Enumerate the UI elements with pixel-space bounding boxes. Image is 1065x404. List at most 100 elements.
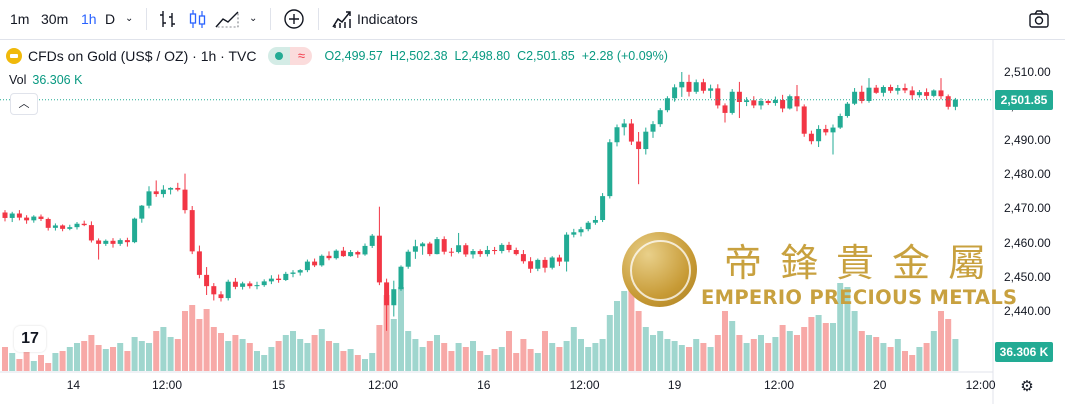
bar-chart-icon[interactable] xyxy=(158,8,178,30)
candle-body xyxy=(844,103,850,116)
volume-label: Vol xyxy=(9,73,27,87)
candle-body xyxy=(708,88,714,91)
volume-bar xyxy=(174,339,181,371)
candle-body xyxy=(578,229,584,233)
volume-bar xyxy=(599,339,606,371)
candle-body xyxy=(88,225,94,241)
plus-circle-icon[interactable] xyxy=(283,8,305,30)
volume-bar xyxy=(585,347,592,371)
volume-bar xyxy=(851,311,858,371)
candle-body xyxy=(45,218,51,228)
candle-body xyxy=(31,216,37,221)
candle-body xyxy=(931,90,937,96)
candle-body xyxy=(160,189,166,195)
candle-body xyxy=(722,105,728,113)
volume-bar xyxy=(592,343,599,371)
volume-bar xyxy=(657,331,664,371)
candle-body xyxy=(326,255,332,259)
time-tick-label: 12:00 xyxy=(151,378,183,392)
volume-value: 36.306 K xyxy=(32,73,83,87)
interval-1h[interactable]: 1h xyxy=(81,11,97,27)
volume-bar xyxy=(916,347,923,371)
candle-body xyxy=(196,251,202,275)
market-open-icon xyxy=(268,47,291,65)
volume-bar xyxy=(282,335,289,371)
candle-body xyxy=(765,100,771,104)
candle-body xyxy=(614,127,620,143)
time-tick-label: 16 xyxy=(477,378,491,392)
volume-bar xyxy=(729,321,736,371)
candle-body xyxy=(247,283,253,287)
volume-bar xyxy=(340,351,347,371)
candle-body xyxy=(672,87,678,99)
collapse-legend-button[interactable]: ︿ xyxy=(10,93,38,115)
volume-bar xyxy=(304,343,311,371)
time-tick-label: 12:00 xyxy=(965,378,996,392)
candle-body xyxy=(427,243,433,255)
volume-bar xyxy=(866,335,872,371)
volume-bar xyxy=(556,347,563,371)
low-value: 2,498.80 xyxy=(461,49,511,63)
volume-legend: Vol 36.306 K xyxy=(9,73,82,87)
candle-body xyxy=(168,187,174,190)
market-status-pill[interactable]: ≈ xyxy=(268,47,313,65)
change-value: +2.28 (+0.09%) xyxy=(581,49,668,63)
camera-icon[interactable] xyxy=(1028,8,1050,30)
area-chart-icon[interactable] xyxy=(214,8,240,30)
symbol-title[interactable]: CFDs on Gold (US$ / OZ) · 1h · TVC xyxy=(28,48,257,64)
interval-d[interactable]: D xyxy=(105,11,116,27)
price-tick-label: 2,450.00 xyxy=(1004,269,1051,284)
candle-body xyxy=(751,100,757,106)
volume-bar xyxy=(491,349,498,371)
volume-bar xyxy=(513,353,520,371)
volume-bar xyxy=(419,347,426,371)
volume-bar xyxy=(650,335,656,371)
volume-bar xyxy=(902,351,908,371)
chevron-down-icon[interactable]: ⌄ xyxy=(249,13,258,24)
candle-body xyxy=(729,91,735,113)
indicators-icon[interactable] xyxy=(331,8,353,30)
wave-icon: ≈ xyxy=(290,47,313,65)
candle-body xyxy=(67,227,73,229)
candles-icon[interactable] xyxy=(188,8,208,30)
candle-body xyxy=(801,106,807,134)
volume-bar xyxy=(412,339,419,371)
candle-body xyxy=(218,294,224,299)
volume-bar xyxy=(779,325,786,371)
watermark-english-text: EMPERIO PRECIOUS METALS xyxy=(701,286,1018,309)
volume-bar xyxy=(95,345,102,371)
candle-body xyxy=(441,239,447,252)
indicators-button[interactable]: Indicators xyxy=(357,11,418,27)
volume-bar xyxy=(225,341,232,371)
candle-body xyxy=(736,91,742,103)
volume-bar xyxy=(945,319,952,371)
candle-body xyxy=(38,216,44,219)
candle-body xyxy=(952,99,958,107)
candle-body xyxy=(895,88,901,91)
candle-body xyxy=(319,255,325,266)
candle-body xyxy=(528,261,534,269)
volume-bar xyxy=(786,331,793,371)
interval-1m[interactable]: 1m xyxy=(10,11,30,27)
volume-bar xyxy=(261,355,268,371)
volume-bar xyxy=(38,355,44,371)
volume-bar xyxy=(196,319,203,371)
volume-bar xyxy=(311,335,318,371)
tradingview-logo[interactable]: 17 xyxy=(14,326,46,352)
price-tick-label: 2,460.00 xyxy=(1004,235,1051,250)
volume-bar xyxy=(477,351,484,371)
candle-body xyxy=(744,100,750,103)
volume-bar xyxy=(894,339,901,371)
volume-bar xyxy=(210,327,217,371)
volume-bar xyxy=(837,283,844,371)
interval-30m[interactable]: 30m xyxy=(41,11,69,27)
gear-icon[interactable]: ⚙ xyxy=(1020,378,1034,395)
chevron-down-icon[interactable]: ⌄ xyxy=(125,13,134,24)
volume-bar xyxy=(470,341,476,371)
candle-body xyxy=(592,219,598,223)
volume-bar xyxy=(664,339,671,371)
price-tick-label: 2,480.00 xyxy=(1004,167,1051,182)
volume-bar xyxy=(880,343,887,371)
candle-body xyxy=(679,81,685,88)
